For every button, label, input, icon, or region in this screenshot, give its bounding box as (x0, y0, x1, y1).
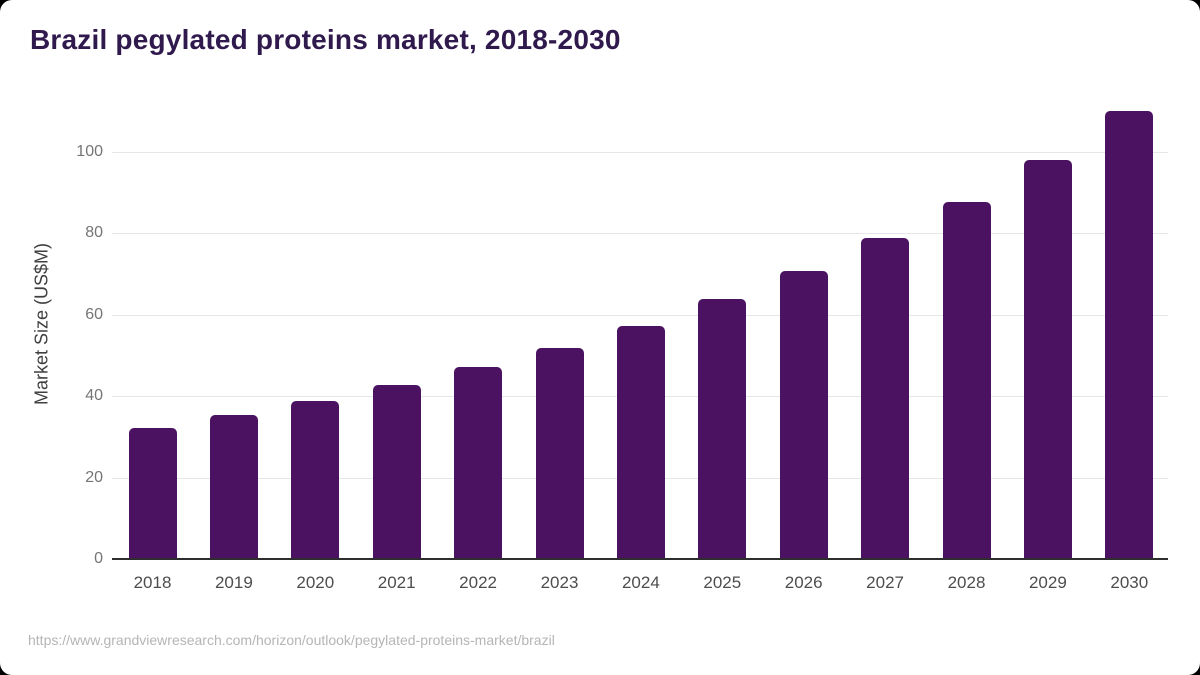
bar-2026 (779, 270, 828, 559)
x-tick-label-2029: 2029 (1028, 573, 1067, 592)
bar-2018 (128, 428, 177, 559)
x-tick-label-2023: 2023 (540, 573, 579, 592)
bar-2024 (616, 325, 665, 559)
gridline-60 (112, 314, 1168, 316)
x-tick-label-2027: 2027 (866, 573, 904, 592)
x-tick-label-2018: 2018 (133, 573, 172, 592)
bar-2027 (861, 238, 910, 559)
x-tick-label-2028: 2028 (947, 573, 986, 592)
bar-2023 (535, 347, 584, 559)
y-tick-label-100: 100 (76, 142, 103, 160)
gridline-100 (112, 151, 1168, 153)
bar-2028 (942, 202, 991, 559)
bar-2021 (372, 384, 421, 559)
chart-title: Brazil pegylated proteins market, 2018-2… (30, 24, 621, 55)
bar-2025 (698, 299, 747, 559)
x-tick-label-2020: 2020 (296, 573, 335, 592)
x-axis-line (112, 558, 1168, 560)
bar-2020 (291, 401, 340, 559)
bar-2029 (1023, 160, 1072, 559)
x-tick-label-2030: 2030 (1110, 573, 1149, 592)
x-tick-label-2024: 2024 (621, 573, 660, 592)
y-tick-label-0: 0 (94, 550, 103, 567)
source-url: https://www.grandviewresearch.com/horizo… (28, 632, 555, 648)
bar-2022 (454, 367, 503, 559)
x-tick-label-2022: 2022 (459, 573, 497, 592)
x-tick-label-2025: 2025 (703, 573, 742, 592)
bar-2030 (1105, 111, 1154, 559)
y-tick-label-80: 80 (85, 224, 103, 241)
bar-2019 (209, 415, 258, 559)
y-tick-label-40: 40 (85, 387, 103, 404)
x-tick-label-2019: 2019 (214, 573, 253, 592)
y-axis-title: Market Size (US$M) (31, 242, 52, 406)
gridline-80 (112, 233, 1168, 234)
x-tick-label-2021: 2021 (377, 573, 416, 592)
y-tick-label-60: 60 (85, 305, 103, 323)
y-tick-label-20: 20 (85, 468, 103, 486)
x-tick-label-2026: 2026 (784, 573, 823, 592)
